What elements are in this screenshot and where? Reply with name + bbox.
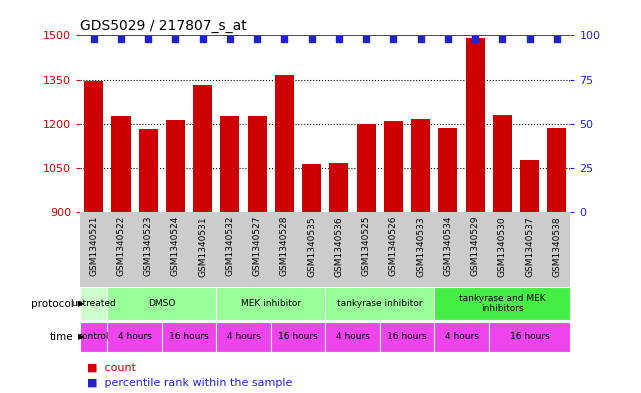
Bar — [166, 120, 185, 393]
Text: 16 hours: 16 hours — [278, 332, 318, 342]
Text: GSM1340526: GSM1340526 — [389, 216, 398, 276]
Bar — [275, 75, 294, 393]
Bar — [271, 322, 326, 352]
Bar — [493, 115, 512, 393]
Bar — [411, 119, 430, 393]
Text: DMSO: DMSO — [148, 299, 176, 308]
Text: GSM1340534: GSM1340534 — [444, 216, 453, 276]
Text: ▶: ▶ — [78, 299, 85, 308]
Bar — [217, 322, 271, 352]
Text: GSM1340531: GSM1340531 — [198, 216, 207, 277]
Text: GSM1340527: GSM1340527 — [253, 216, 262, 276]
Text: 16 hours: 16 hours — [387, 332, 427, 342]
Point — [470, 36, 480, 42]
Bar — [112, 116, 131, 393]
Point — [279, 36, 290, 42]
Bar — [329, 163, 349, 393]
Bar — [435, 322, 488, 352]
Bar — [379, 322, 435, 352]
Text: ■  percentile rank within the sample: ■ percentile rank within the sample — [80, 378, 292, 388]
Point — [88, 36, 99, 42]
Bar — [193, 85, 212, 393]
Text: MEK inhibitor: MEK inhibitor — [241, 299, 301, 308]
Bar — [80, 322, 108, 352]
Bar — [108, 322, 162, 352]
Text: GSM1340522: GSM1340522 — [117, 216, 126, 276]
Point — [361, 36, 371, 42]
Bar — [547, 128, 567, 393]
Point — [415, 36, 426, 42]
Point — [443, 36, 453, 42]
Point — [334, 36, 344, 42]
Bar — [84, 81, 103, 393]
Text: GSM1340535: GSM1340535 — [307, 216, 316, 277]
Bar — [247, 116, 267, 393]
Point — [252, 36, 262, 42]
Text: 4 hours: 4 hours — [227, 332, 260, 342]
Text: ■  count: ■ count — [80, 362, 136, 373]
Point — [225, 36, 235, 42]
Bar — [80, 212, 570, 287]
Point — [171, 36, 181, 42]
Text: GSM1340536: GSM1340536 — [335, 216, 344, 277]
Text: 4 hours: 4 hours — [118, 332, 151, 342]
Point — [306, 36, 317, 42]
Text: 4 hours: 4 hours — [336, 332, 369, 342]
Point — [116, 36, 126, 42]
Bar — [138, 129, 158, 393]
Text: GSM1340532: GSM1340532 — [226, 216, 235, 276]
Bar — [384, 121, 403, 393]
Text: GSM1340533: GSM1340533 — [416, 216, 425, 277]
Point — [497, 36, 508, 42]
Text: GSM1340529: GSM1340529 — [470, 216, 479, 276]
Bar — [162, 322, 216, 352]
Text: 16 hours: 16 hours — [510, 332, 549, 342]
Bar — [326, 322, 379, 352]
Bar — [326, 287, 435, 320]
Text: control: control — [78, 332, 110, 342]
Text: GSM1340523: GSM1340523 — [144, 216, 153, 276]
Bar — [221, 116, 240, 393]
Text: tankyrase and MEK
inhibitors: tankyrase and MEK inhibitors — [459, 294, 545, 313]
Bar — [488, 322, 570, 352]
Bar — [108, 287, 217, 320]
Text: GSM1340537: GSM1340537 — [525, 216, 534, 277]
Text: GSM1340521: GSM1340521 — [89, 216, 98, 276]
Point — [143, 36, 153, 42]
Text: 16 hours: 16 hours — [169, 332, 209, 342]
Bar — [80, 287, 108, 320]
Bar — [302, 164, 321, 393]
Bar — [356, 124, 376, 393]
Point — [552, 36, 562, 42]
Bar — [438, 128, 458, 393]
Text: GSM1340525: GSM1340525 — [362, 216, 370, 276]
Point — [524, 36, 535, 42]
Bar — [465, 38, 485, 393]
Text: untreated: untreated — [71, 299, 116, 308]
Bar — [435, 287, 570, 320]
Text: ▶: ▶ — [78, 332, 85, 342]
Bar — [520, 160, 539, 393]
Text: GSM1340524: GSM1340524 — [171, 216, 180, 276]
Text: GSM1340538: GSM1340538 — [553, 216, 562, 277]
Text: time: time — [50, 332, 74, 342]
Point — [388, 36, 399, 42]
Text: GSM1340528: GSM1340528 — [280, 216, 289, 276]
Text: tankyrase inhibitor: tankyrase inhibitor — [337, 299, 422, 308]
Text: 4 hours: 4 hours — [445, 332, 478, 342]
Text: protocol: protocol — [31, 299, 74, 309]
Text: GSM1340530: GSM1340530 — [498, 216, 507, 277]
Point — [197, 36, 208, 42]
Text: GDS5029 / 217807_s_at: GDS5029 / 217807_s_at — [80, 19, 247, 33]
Bar — [217, 287, 326, 320]
